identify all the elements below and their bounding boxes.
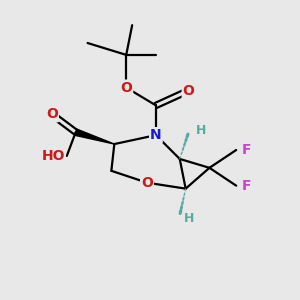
Text: N: N (150, 128, 162, 142)
Text: F: F (242, 143, 251, 157)
Polygon shape (75, 129, 114, 144)
Text: O: O (120, 81, 132, 94)
Text: HO: HO (42, 149, 65, 163)
Text: O: O (141, 176, 153, 190)
Text: H: H (196, 124, 206, 137)
Text: O: O (46, 107, 58, 121)
Text: F: F (242, 179, 251, 193)
Text: H: H (184, 212, 195, 225)
Text: O: O (183, 84, 195, 98)
